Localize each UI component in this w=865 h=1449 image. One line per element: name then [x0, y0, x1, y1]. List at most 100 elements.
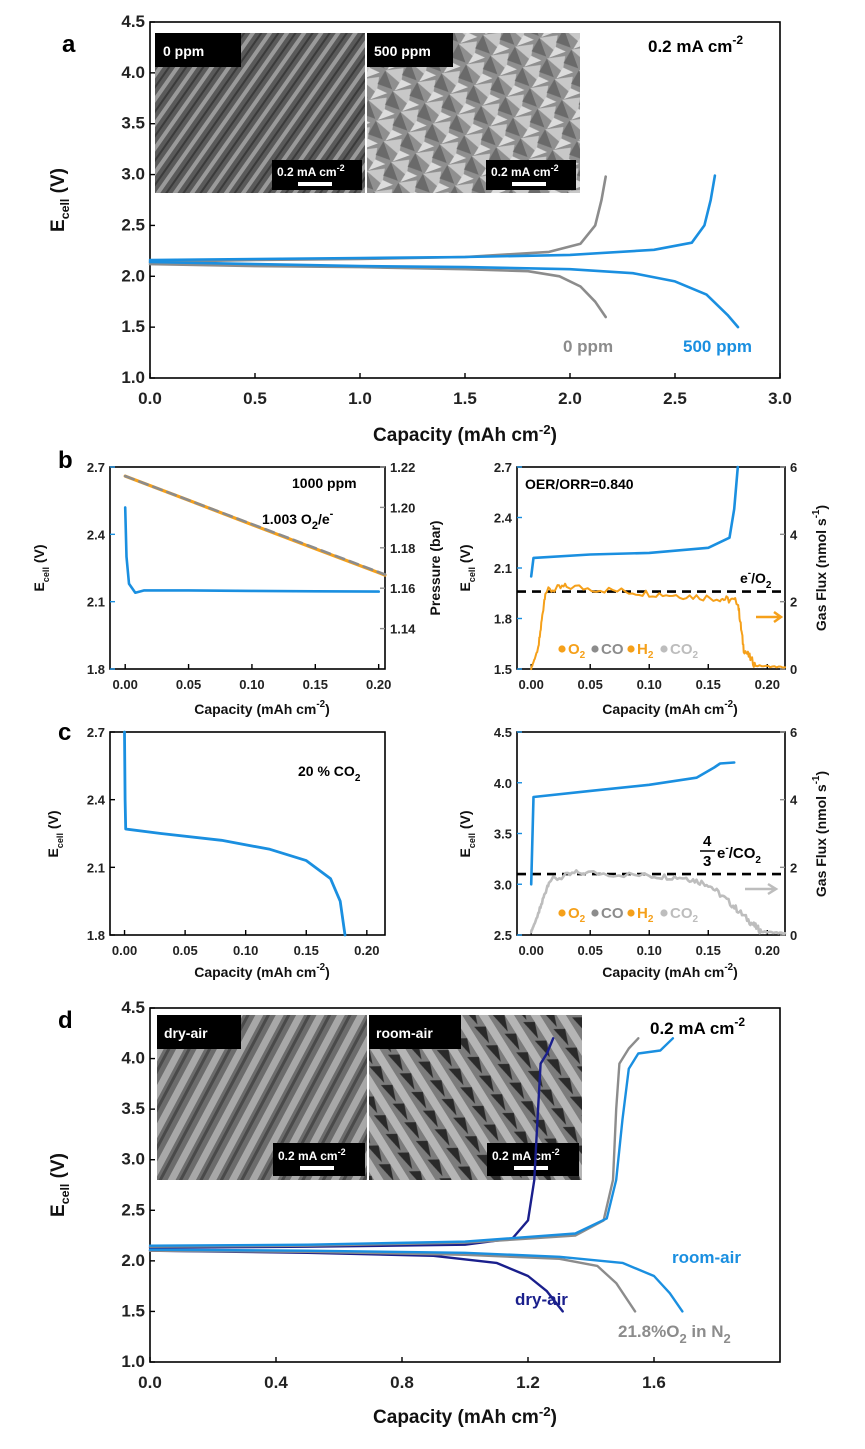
scale-bar [300, 1166, 334, 1170]
y-tick-label: 2.1 [87, 595, 105, 610]
scale-bar-label: 0.2 mA cm-2 [492, 1147, 560, 1163]
y-tick-label: 1.8 [87, 928, 105, 943]
reference-label-e-co2: 4 3 e-/CO2 [700, 833, 761, 870]
x-axis-label: Capacity (mAh cm-2) [602, 699, 738, 717]
x-tick-label: 0.15 [303, 677, 328, 692]
series-line-theoretical [123, 474, 387, 576]
chart-b-left: 0.00 0.05 0.10 0.15 0.20 1.8 2.1 2.4 2.7 1.14 1.16… [31, 460, 443, 717]
y-tick-label: 2.4 [494, 511, 513, 526]
axis-arrow-icon [756, 610, 784, 624]
legend-label: O2 [568, 641, 586, 661]
inset-label-bg [155, 33, 241, 67]
y-tick-label: 4.0 [494, 776, 512, 791]
sem-insets-a: 0 ppm 500 ppm 0.2 mA cm-2 0.2 mA cm-2 [155, 33, 580, 193]
x-axis-label: Capacity (mAh cm-2) [194, 962, 330, 980]
plot-frame [109, 466, 386, 670]
chart-d: 0.0 0.4 0.8 1.2 1.6 1.0 1.5 2.0 2.5 3.0 3.5 4.0 4.5 C… [48, 998, 781, 1428]
panel-label-a: a [62, 31, 76, 58]
x-tick-label: 0.10 [637, 943, 662, 958]
scale-bar [298, 182, 332, 186]
y2-axis-label: Gas Flux (nmol s-1) [811, 505, 829, 631]
series-line-ecell [529, 761, 736, 886]
scale-bar-label: 0.2 mA cm-2 [278, 1147, 346, 1163]
series-line-charge [148, 1037, 675, 1247]
inset-label-bg [367, 33, 453, 67]
y-tick-label: 3.0 [121, 1150, 145, 1169]
x-tick-label: 0.10 [239, 677, 264, 692]
scale-bar-label: 0.2 mA cm-2 [277, 163, 345, 179]
y-tick-label: 2.5 [121, 215, 145, 234]
y-axis-label: Ecell (V) [45, 810, 65, 857]
reference-text: e-/CO2 [717, 843, 761, 866]
x-tick-label: 0.05 [172, 943, 197, 958]
legend-marker [627, 909, 635, 917]
x-tick-label: 1.0 [348, 389, 372, 408]
y2-tick-label: 6 [790, 725, 797, 740]
scale-bar-bg [273, 1143, 365, 1176]
annotation-20pct-co2: 20 % CO2 [298, 763, 361, 784]
x-tick-label: 2.0 [558, 389, 582, 408]
chart-c-left: 0.00 0.05 0.10 0.15 0.20 1.8 2.1 2.4 2.7 Capacity… [45, 725, 386, 980]
panel-label-d: d [58, 1007, 73, 1034]
x-tick-label: 0.20 [366, 677, 391, 692]
series-line-charge [148, 1037, 555, 1249]
legend-marker [558, 909, 566, 917]
y-axis-label: Ecell (V) [31, 544, 51, 591]
y2-tick-label: 1.20 [390, 500, 415, 515]
chart-a: 0.0 0.5 1.0 1.5 2.0 2.5 3.0 1.0 1.5 2.0 2.5 3.0 3.5 4… [48, 12, 792, 446]
inset-label-dry-air: dry-air [164, 1025, 208, 1041]
plot-frame [109, 731, 386, 936]
y2-tick-label: 1.14 [390, 622, 416, 637]
y-tick-label: 3.5 [121, 114, 145, 133]
y-tick-label: 2.1 [87, 860, 105, 875]
y-tick-label: 3.5 [494, 827, 512, 842]
x-tick-label: 0.00 [113, 677, 138, 692]
y-axis-label: Ecell (V) [48, 168, 72, 232]
x-tick-label: 0.0 [138, 389, 162, 408]
y2-tick-label: 4 [790, 527, 798, 542]
legend-label: O2 [568, 905, 586, 925]
x-tick-label: 0.00 [519, 677, 544, 692]
y2-tick-label: 0 [790, 662, 797, 677]
y-tick-label: 4.5 [121, 998, 145, 1017]
x-tick-label: 0.20 [755, 677, 780, 692]
series-line-charge [148, 174, 717, 262]
y-tick-label: 3.0 [121, 165, 145, 184]
legend-marker [591, 645, 599, 653]
y-axis-label: Ecell (V) [48, 1153, 72, 1217]
x-tick-label: 1.6 [642, 1373, 666, 1392]
series-line-ecell [529, 465, 740, 578]
y2-tick-label: 2 [790, 595, 797, 610]
series-line-o2-flux [530, 582, 786, 671]
x-tick-label: 0.00 [112, 943, 137, 958]
x-tick-label: 2.5 [663, 389, 687, 408]
panel-c: c 20 % CO2 4 3 e-/CO2 O2 CO H2 CO2 [58, 719, 779, 925]
series-label-500ppm: 500 ppm [683, 337, 752, 356]
x-axis-label: Capacity (mAh cm-2) [194, 699, 330, 717]
x-tick-label: 0.4 [264, 1373, 288, 1392]
annotation-1000ppm: 1000 ppm [292, 475, 357, 491]
x-tick-label: 1.5 [453, 389, 477, 408]
panel-label-c: c [58, 719, 71, 746]
y2-tick-label: 1.16 [390, 581, 415, 596]
y-tick-label: 1.8 [494, 612, 512, 627]
y-tick-label: 2.7 [87, 460, 105, 475]
series-line-ecell [123, 506, 380, 594]
inset-label-room-air: room-air [376, 1025, 433, 1041]
y-tick-label: 1.0 [121, 368, 145, 387]
legend-label: CO [601, 905, 624, 922]
legend-label: CO2 [670, 905, 699, 925]
panel-a: a 0 ppm 500 ppm 0.2 mA cm-2 0.2 mA cm-2 … [62, 31, 752, 356]
chart-c-right: 0.00 0.05 0.10 0.15 0.20 2.5 3.0 3.5 4.0 4.5 0 2 4 6 C… [457, 725, 829, 980]
x-axis-label: Capacity (mAh cm-2) [602, 962, 738, 980]
x-tick-label: 0.20 [755, 943, 780, 958]
y-tick-label: 1.5 [494, 662, 512, 677]
y-tick-label: 2.4 [87, 527, 106, 542]
current-density-label: 0.2 mA cm-2 [650, 1015, 745, 1038]
fraction-numerator: 4 [703, 833, 712, 850]
chart-b-right: 0.00 0.05 0.10 0.15 0.20 1.5 1.8 2.1 2.4 2.7 0 2 4 6 C… [457, 460, 829, 717]
y-tick-label: 2.5 [121, 1200, 145, 1219]
inset-label-0ppm: 0 ppm [163, 43, 204, 59]
scale-bar-bg [487, 1143, 579, 1176]
